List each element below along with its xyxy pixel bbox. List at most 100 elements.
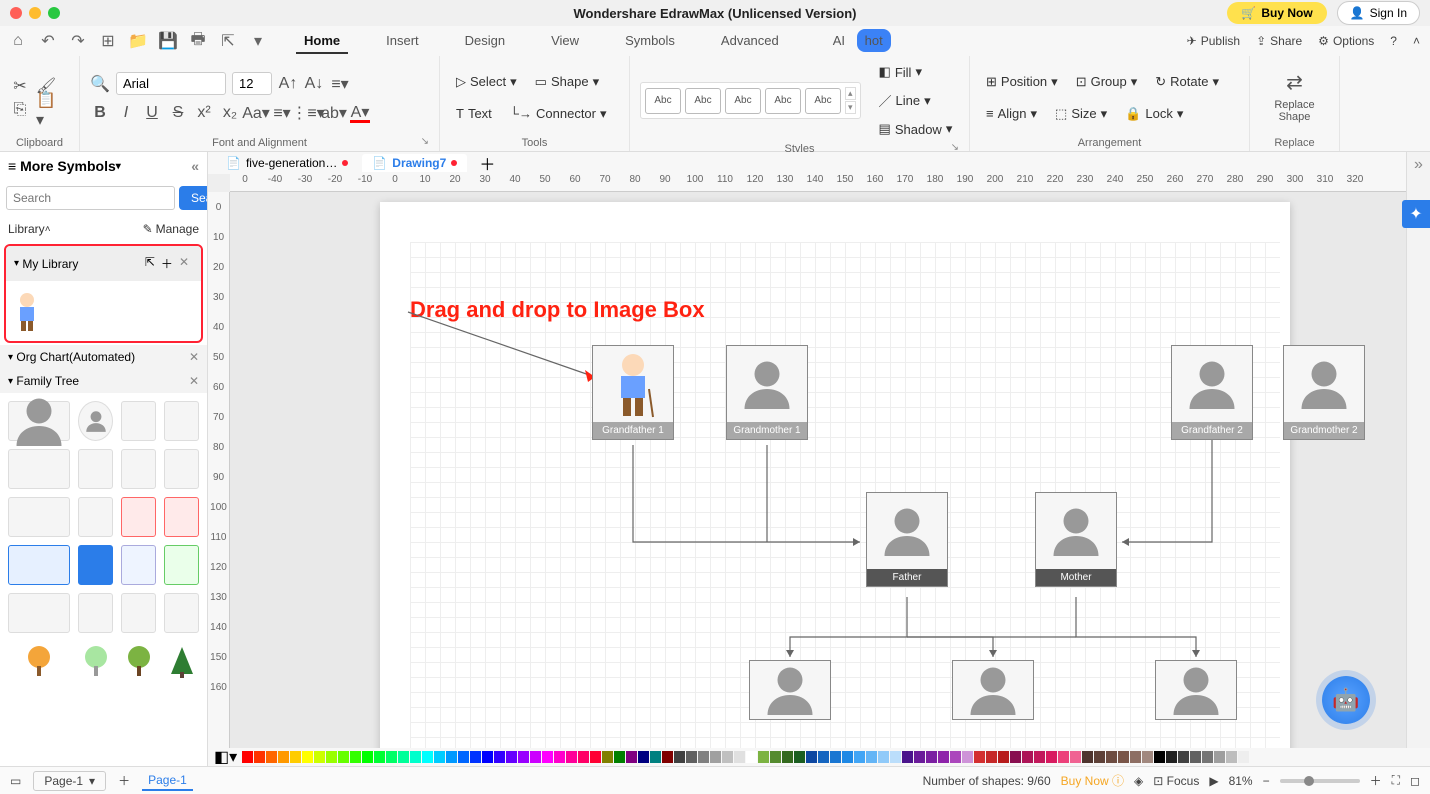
align-button[interactable]: ≡ Align▾ [980, 102, 1043, 126]
shape-thumbnail[interactable] [78, 449, 113, 489]
person-box-father[interactable]: Father [866, 492, 948, 587]
color-swatch[interactable] [494, 751, 505, 763]
color-swatch[interactable] [710, 751, 721, 763]
grandfather-clipart-icon[interactable] [12, 290, 42, 332]
publish-button[interactable]: ✈ Publish [1187, 34, 1240, 48]
color-swatch[interactable] [602, 751, 613, 763]
outline-icon[interactable]: ▭ [10, 774, 21, 788]
options-button[interactable]: ⚙ Options [1318, 34, 1374, 48]
play-icon[interactable]: ▶ [1209, 774, 1218, 788]
group-button[interactable]: ⊡ Group▾ [1070, 70, 1144, 94]
redo-icon[interactable]: ↷ [70, 33, 86, 49]
close-section-icon[interactable]: ✕ [189, 374, 199, 388]
style-item[interactable]: Abc [685, 88, 721, 114]
shape-thumbnail[interactable] [121, 497, 156, 537]
lock-button[interactable]: 🔒 Lock▾ [1119, 102, 1189, 126]
family-tree-section[interactable]: ▾ Family Tree ✕ [0, 369, 207, 393]
color-swatch[interactable] [818, 751, 829, 763]
shape-thumbnail[interactable] [78, 401, 113, 441]
color-swatch[interactable] [470, 751, 481, 763]
add-library-icon[interactable]: ＋ [161, 255, 173, 272]
color-swatch[interactable] [278, 751, 289, 763]
person-box-grandfather2[interactable]: Grandfather 2 [1171, 345, 1253, 440]
style-item[interactable]: Abc [725, 88, 761, 114]
fullscreen-icon[interactable]: ◻ [1410, 774, 1420, 788]
color-swatch[interactable] [662, 751, 673, 763]
ai-side-button[interactable]: ✦ [1402, 200, 1430, 228]
connector-tool-button[interactable]: └→ Connector ▾ [504, 102, 613, 126]
color-swatch[interactable] [1034, 751, 1045, 763]
select-tool-button[interactable]: ▷ Select ▾ [450, 70, 523, 94]
rotate-button[interactable]: ↻ Rotate▾ [1149, 70, 1225, 94]
shape-thumbnail[interactable] [78, 545, 113, 585]
color-swatch[interactable] [902, 751, 913, 763]
decrease-font-icon[interactable]: A↓ [304, 74, 324, 94]
case-icon[interactable]: Aa▾ [246, 103, 266, 123]
expand-right-icon[interactable]: » [1407, 152, 1430, 178]
color-swatch[interactable] [1082, 751, 1093, 763]
tab-design[interactable]: Design [457, 29, 513, 54]
symbol-search-input[interactable] [6, 186, 175, 210]
color-swatch[interactable] [722, 751, 733, 763]
shape-tool-button[interactable]: ▭ Shape ▾ [529, 70, 605, 94]
tab-insert[interactable]: Insert [378, 29, 427, 54]
help-icon[interactable]: ? [1390, 34, 1397, 48]
color-swatch[interactable] [1202, 751, 1213, 763]
layers-icon[interactable]: ◈ [1134, 774, 1143, 788]
tab-advanced[interactable]: Advanced [713, 29, 787, 54]
color-swatch[interactable] [986, 751, 997, 763]
color-swatch[interactable] [914, 751, 925, 763]
color-swatch[interactable] [1046, 751, 1057, 763]
color-swatch[interactable] [674, 751, 685, 763]
export-icon[interactable]: ⇱ [220, 33, 236, 49]
buy-now-button[interactable]: 🛒 Buy Now [1227, 2, 1326, 24]
style-item[interactable]: Abc [645, 88, 681, 114]
library-label[interactable]: Library [8, 222, 45, 236]
page-selector[interactable]: Page-1 ▾ [33, 771, 106, 791]
buy-now-link[interactable]: Buy Now ⓘ [1061, 772, 1124, 789]
canvas[interactable]: Drag and drop to Image Box Grandfather 1 [230, 192, 1406, 748]
tree-shape[interactable] [8, 641, 70, 681]
add-page-button[interactable]: ＋ [118, 772, 130, 789]
person-box-grandmother1[interactable]: Grandmother 1 [726, 345, 808, 440]
copy-icon[interactable]: ⎘ [10, 100, 30, 120]
italic-icon[interactable]: I [116, 103, 136, 123]
shadow-button[interactable]: ▤ Shadow ▾ [873, 117, 959, 141]
fill-picker-icon[interactable]: ◧▾ [214, 747, 237, 767]
color-swatch[interactable] [626, 751, 637, 763]
shape-thumbnail[interactable] [164, 401, 199, 441]
import-library-icon[interactable]: ⇱ [145, 255, 155, 272]
bullets-icon[interactable]: ⋮≡▾ [298, 103, 318, 123]
shape-thumbnail[interactable] [78, 593, 113, 633]
gallery-down-icon[interactable]: ▾ [845, 101, 856, 114]
size-button[interactable]: ⬚ Size▾ [1049, 102, 1113, 126]
color-swatch[interactable] [422, 751, 433, 763]
document-tab[interactable]: 📄 five-generation… [216, 154, 358, 172]
page-tab[interactable]: Page-1 [142, 771, 193, 791]
color-swatch[interactable] [890, 751, 901, 763]
color-swatch[interactable] [746, 751, 757, 763]
paste-icon[interactable]: 📋▾ [36, 100, 56, 120]
color-swatch[interactable] [686, 751, 697, 763]
color-swatch[interactable] [590, 751, 601, 763]
color-swatch[interactable] [554, 751, 565, 763]
text-tool-button[interactable]: T Text [450, 102, 498, 125]
color-swatch[interactable] [1094, 751, 1105, 763]
color-swatch[interactable] [830, 751, 841, 763]
color-swatch[interactable] [254, 751, 265, 763]
style-item[interactable]: Abc [765, 88, 801, 114]
shape-thumbnail[interactable] [8, 545, 70, 585]
person-box-grandmother2[interactable]: Grandmother 2 [1283, 345, 1365, 440]
font-size-select[interactable] [232, 72, 272, 95]
color-swatch[interactable] [1010, 751, 1021, 763]
highlight-icon[interactable]: ab▾ [324, 103, 344, 123]
gallery-up-icon[interactable]: ▴ [845, 87, 856, 100]
close-section-icon[interactable]: ✕ [189, 350, 199, 364]
color-swatch[interactable] [542, 751, 553, 763]
zoom-slider[interactable] [1280, 779, 1360, 783]
color-swatch[interactable] [734, 751, 745, 763]
color-swatch[interactable] [302, 751, 313, 763]
color-swatch[interactable] [1238, 751, 1249, 763]
replace-shape-icon[interactable]: ⇄ [1285, 73, 1305, 93]
open-icon[interactable]: 📁 [130, 33, 146, 49]
